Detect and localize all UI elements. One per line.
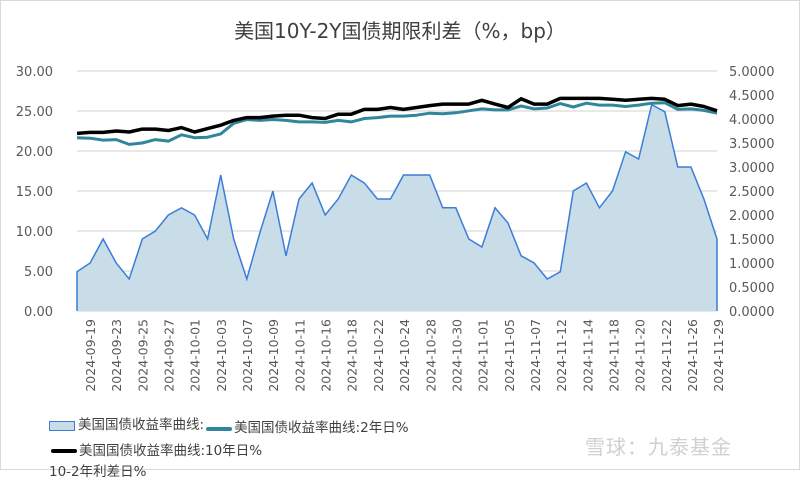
x-tick-label: 2024-10-30	[449, 319, 464, 392]
legend-item-2y: 美国国债收益率曲线:2年日%	[204, 418, 409, 439]
x-tick-label: 2024-09-27	[162, 319, 177, 392]
legend-swatch-10y	[51, 449, 77, 453]
y-right-tick-label: 1.0000	[729, 257, 775, 272]
x-tick-label: 2024-11-12	[554, 319, 569, 392]
y-left-tick-label: 20.00	[16, 145, 53, 160]
y-left-tick-label: 5.00	[24, 265, 53, 280]
y-right-tick-label: 4.0000	[729, 113, 775, 128]
x-tick-label: 2024-10-24	[397, 319, 412, 392]
watermark: 雪球：九泰基金	[585, 435, 732, 459]
yield-2y-line	[76, 101, 718, 146]
y-right-tick-label: 0.0000	[729, 305, 775, 320]
legend-item-10y: 美国国债收益率曲线:10年日%	[49, 441, 262, 462]
x-tick-label: 2024-10-09	[266, 319, 281, 392]
x-tick-label: 2024-11-20	[633, 319, 648, 392]
legend-label: 美国国债收益率曲线:	[78, 417, 205, 433]
x-tick-label: 2024-11-29	[711, 319, 726, 392]
x-tick-label: 2024-11-05	[502, 319, 517, 392]
legend: 美国国债收益率曲线: 美国国债收益率曲线:2年日% 美国国债收益率曲线:10年日% …	[49, 415, 609, 483]
x-tick-label: 2024-10-16	[319, 319, 334, 392]
x-tick-label: 2024-11-22	[659, 319, 674, 392]
yield-10y-line	[76, 96, 718, 136]
y-left-tick-label: 30.00	[16, 65, 53, 80]
legend-swatch-2y	[206, 426, 233, 431]
y-right-tick-label: 3.0000	[729, 161, 775, 176]
x-tick-label: 2024-09-23	[109, 319, 124, 392]
y-right-tick-label: 5.0000	[729, 65, 775, 80]
x-tick-label: 2024-10-18	[345, 319, 360, 392]
legend-label: 美国国债收益率曲线:2年日%	[234, 420, 409, 436]
x-tick-label: 2024-11-18	[606, 319, 621, 392]
legend-item-spread: 美国国债收益率曲线:	[49, 415, 204, 436]
x-tick-label: 2024-10-03	[214, 319, 229, 392]
chart-title: 美国10Y-2Y国债期限利差（%，bp）	[234, 19, 566, 43]
legend-swatch-area	[49, 420, 75, 431]
x-tick-label: 2024-11-01	[476, 319, 491, 392]
y-left-tick-label: 15.00	[16, 185, 53, 200]
y-right-tick-label: 0.5000	[729, 281, 775, 296]
y-right-tick-label: 1.5000	[729, 233, 775, 248]
y-right-tick-label: 2.0000	[729, 209, 775, 224]
x-tick-label: 2024-09-25	[135, 319, 150, 392]
chart: 美国10Y-2Y国债期限利差（%，bp） 0.00 5.00 10.00 15.00 2…	[16, 19, 775, 392]
x-tick-label: 2024-09-19	[83, 319, 98, 392]
y-left-tick-label: 10.00	[16, 225, 53, 240]
x-tick-label: 2024-10-01	[188, 319, 203, 392]
x-tick-label: 2024-10-11	[292, 319, 307, 392]
x-tick-label: 2024-11-07	[528, 319, 543, 392]
y-left-tick-label: 25.00	[16, 105, 53, 120]
legend-label: 美国国债收益率曲线:10年日%	[79, 442, 263, 459]
x-tick-label: 2024-10-22	[371, 319, 386, 392]
y-right-tick-label: 2.5000	[729, 185, 775, 200]
x-tick-label: 2024-11-26	[685, 319, 700, 392]
spread-area	[77, 104, 717, 311]
y-left-tick-label: 0.00	[24, 305, 53, 320]
x-tick-label: 2024-11-14	[580, 319, 595, 392]
y-right-tick-label: 3.5000	[729, 137, 775, 152]
y-right-tick-label: 4.5000	[729, 89, 775, 104]
x-tick-label: 2024-10-28	[423, 319, 438, 392]
spread-line	[76, 103, 718, 311]
x-tick-label: 2024-10-07	[240, 319, 255, 392]
